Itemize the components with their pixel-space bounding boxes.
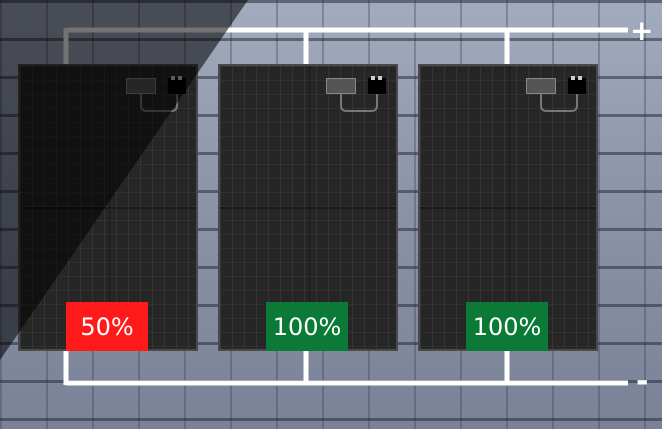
panel-cable	[340, 94, 378, 112]
panel-1-output-badge: 50%	[66, 302, 148, 351]
panel-1-output-label: 50%	[80, 312, 134, 341]
solar-panel-3	[418, 64, 598, 351]
panel-3-output-label: 100%	[472, 312, 542, 341]
junction-box	[526, 78, 556, 94]
negative-terminal-label: -	[636, 364, 649, 399]
junction-box	[326, 78, 356, 94]
panel-2-output-label: 100%	[272, 312, 342, 341]
panel-3-output-badge: 100%	[466, 302, 548, 351]
connector-icon	[368, 76, 386, 94]
connector-icon	[568, 76, 586, 94]
panel-cable	[540, 94, 578, 112]
positive-terminal-label: +	[630, 14, 654, 47]
panel-2-output-badge: 100%	[266, 302, 348, 351]
